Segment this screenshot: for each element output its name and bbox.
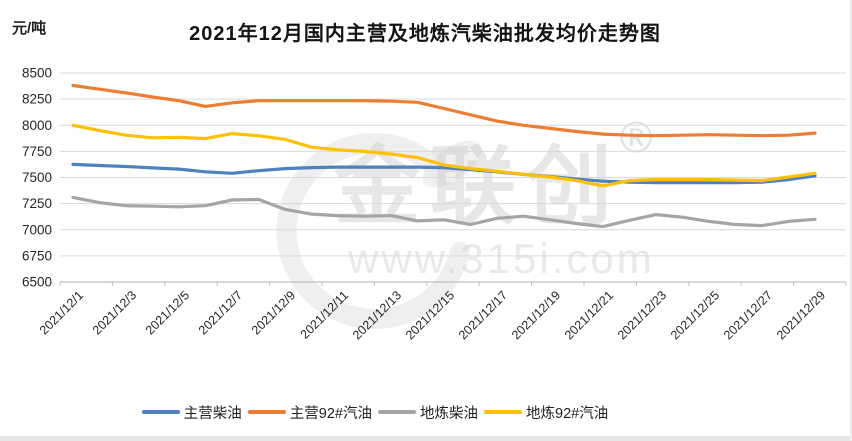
x-axis-date-label: 2021/12/13 <box>350 288 404 342</box>
legend-item-zhuying-92-gasoline: 主营92#汽油 <box>247 402 372 423</box>
legend-label: 地炼92#汽油 <box>526 405 609 422</box>
y-axis-tick-label: 6500 <box>22 275 52 290</box>
x-axis-date-label: 2021/12/5 <box>143 288 192 337</box>
chart-legend: 主营柴油 主营92#汽油 地炼柴油 地炼92#汽油 <box>0 399 750 425</box>
legend-item-zhuying-diesel: 主营柴油 <box>141 402 242 423</box>
x-axis-date-label: 2021/12/1 <box>37 288 86 337</box>
legend-line-swatch-icon <box>378 410 416 414</box>
y-axis-tick-label: 7750 <box>22 144 52 159</box>
y-axis-tick-label: 6750 <box>22 248 52 263</box>
chart-title: 2021年12月国内主营及地炼汽柴油批发均价走势图 <box>189 23 661 45</box>
series-line-zhuying-92-gasoline <box>71 83 817 138</box>
y-axis-tick-label: 8500 <box>22 66 52 81</box>
series-line-dilian-diesel <box>71 195 817 229</box>
y-axis-tick-label: 8000 <box>22 118 52 133</box>
x-axis-date-label: 2021/12/25 <box>668 288 722 342</box>
y-axis-unit-label: 元/吨 <box>12 20 47 37</box>
y-axis-tick-label: 8250 <box>22 92 52 107</box>
y-axis-tick-label: 7000 <box>22 222 52 237</box>
x-axis-date-label: 2021/12/7 <box>196 288 245 337</box>
legend-item-dilian-diesel: 地炼柴油 <box>378 402 478 423</box>
watermark-site-url: www.315i.com <box>348 235 655 282</box>
x-axis-date-label: 2021/12/21 <box>562 288 616 342</box>
x-axis-date-label: 2021/12/3 <box>90 288 139 337</box>
series-line-dilian-92-gasoline <box>71 123 817 188</box>
x-axis-date-label: 2021/12/11 <box>298 288 352 342</box>
x-axis-date-label: 2021/12/23 <box>615 288 669 342</box>
watermark-registered-icon: ® <box>620 113 653 162</box>
x-axis-date-label: 2021/12/15 <box>403 288 457 342</box>
x-axis-date-label: 2021/12/27 <box>721 288 775 342</box>
y-axis-tick-label: 7250 <box>22 196 52 211</box>
x-axis-date-label: 2021/12/9 <box>249 288 298 337</box>
legend-label: 主营92#汽油 <box>289 405 372 422</box>
x-axis-date-label: 2021/12/19 <box>509 288 563 342</box>
legend-line-swatch-icon <box>484 410 522 414</box>
window-bottom-edge <box>0 436 850 441</box>
legend-label: 地炼柴油 <box>420 405 478 422</box>
y-axis-tick-label: 7500 <box>22 170 52 185</box>
legend-line-swatch-icon <box>141 410 180 414</box>
x-axis-date-label: 2021/12/17 <box>456 288 510 342</box>
x-axis-date-label: 2021/12/29 <box>774 288 828 342</box>
legend-line-swatch-icon <box>247 410 286 414</box>
series-line-zhuying-diesel <box>71 162 817 185</box>
legend-item-dilian-92-gasoline: 地炼92#汽油 <box>484 402 608 423</box>
legend-label: 主营柴油 <box>183 405 242 422</box>
